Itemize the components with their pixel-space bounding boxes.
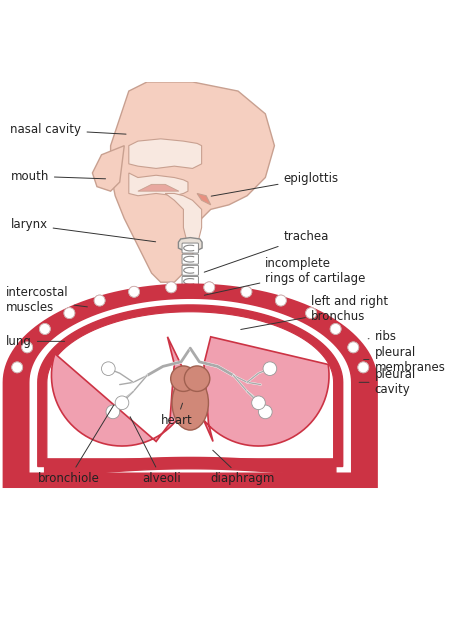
- Polygon shape: [51, 337, 191, 446]
- Circle shape: [101, 362, 115, 376]
- Circle shape: [128, 287, 139, 297]
- Circle shape: [203, 282, 214, 293]
- Circle shape: [128, 287, 139, 297]
- Circle shape: [258, 405, 272, 418]
- FancyBboxPatch shape: [181, 321, 198, 331]
- Polygon shape: [47, 312, 333, 459]
- Circle shape: [39, 324, 50, 334]
- Circle shape: [94, 295, 105, 306]
- Circle shape: [263, 362, 276, 376]
- FancyBboxPatch shape: [181, 266, 198, 275]
- Polygon shape: [129, 173, 188, 196]
- Polygon shape: [4, 285, 376, 487]
- Text: left and right
bronchus: left and right bronchus: [240, 295, 387, 329]
- FancyBboxPatch shape: [181, 310, 198, 320]
- Circle shape: [12, 362, 23, 373]
- Text: alveoli: alveoli: [130, 417, 181, 485]
- Text: diaphragm: diaphragm: [210, 450, 275, 485]
- Text: ribs: ribs: [368, 331, 396, 344]
- FancyBboxPatch shape: [181, 343, 198, 353]
- Circle shape: [275, 295, 286, 306]
- Circle shape: [203, 282, 214, 293]
- Circle shape: [305, 308, 316, 319]
- Text: trachea: trachea: [204, 230, 328, 272]
- Polygon shape: [129, 139, 201, 168]
- FancyBboxPatch shape: [181, 332, 198, 342]
- Circle shape: [94, 295, 105, 306]
- Polygon shape: [138, 184, 178, 191]
- Circle shape: [64, 308, 75, 319]
- FancyBboxPatch shape: [181, 299, 198, 309]
- Polygon shape: [178, 238, 202, 251]
- Text: mouth: mouth: [11, 170, 105, 183]
- Circle shape: [251, 396, 265, 410]
- Circle shape: [330, 324, 340, 334]
- Circle shape: [64, 308, 75, 319]
- Circle shape: [347, 342, 358, 353]
- Circle shape: [184, 366, 209, 391]
- Polygon shape: [38, 305, 342, 467]
- Circle shape: [305, 308, 316, 319]
- FancyBboxPatch shape: [181, 277, 198, 287]
- Circle shape: [347, 342, 358, 353]
- FancyBboxPatch shape: [181, 254, 198, 264]
- Circle shape: [357, 362, 368, 373]
- Circle shape: [357, 362, 368, 373]
- Text: pleural
cavity: pleural cavity: [358, 368, 415, 396]
- Circle shape: [240, 287, 251, 297]
- Polygon shape: [188, 337, 328, 446]
- FancyBboxPatch shape: [181, 288, 198, 298]
- Text: pleural
membranes: pleural membranes: [363, 345, 444, 373]
- Text: intercostal
muscles: intercostal muscles: [6, 287, 87, 314]
- Circle shape: [106, 405, 119, 418]
- Circle shape: [12, 362, 23, 373]
- Text: bronchiole: bronchiole: [38, 405, 113, 485]
- Polygon shape: [110, 82, 274, 282]
- Ellipse shape: [172, 376, 208, 430]
- Polygon shape: [44, 457, 335, 478]
- Circle shape: [165, 282, 176, 293]
- Circle shape: [170, 366, 196, 391]
- Circle shape: [240, 287, 251, 297]
- Text: incomplete
rings of cartilage: incomplete rings of cartilage: [204, 257, 365, 295]
- Circle shape: [165, 282, 176, 293]
- Text: epiglottis: epiglottis: [211, 172, 338, 196]
- Circle shape: [330, 324, 340, 334]
- Circle shape: [275, 295, 286, 306]
- Circle shape: [22, 342, 32, 353]
- Polygon shape: [29, 298, 351, 474]
- Text: lung: lung: [6, 335, 64, 348]
- Circle shape: [22, 342, 32, 353]
- Circle shape: [39, 324, 50, 334]
- Circle shape: [115, 396, 129, 410]
- Text: larynx: larynx: [11, 219, 155, 242]
- Polygon shape: [197, 194, 210, 205]
- Text: nasal cavity: nasal cavity: [11, 123, 126, 136]
- FancyBboxPatch shape: [181, 243, 198, 253]
- Text: heart: heart: [160, 403, 192, 428]
- Polygon shape: [165, 194, 201, 246]
- Polygon shape: [92, 145, 124, 191]
